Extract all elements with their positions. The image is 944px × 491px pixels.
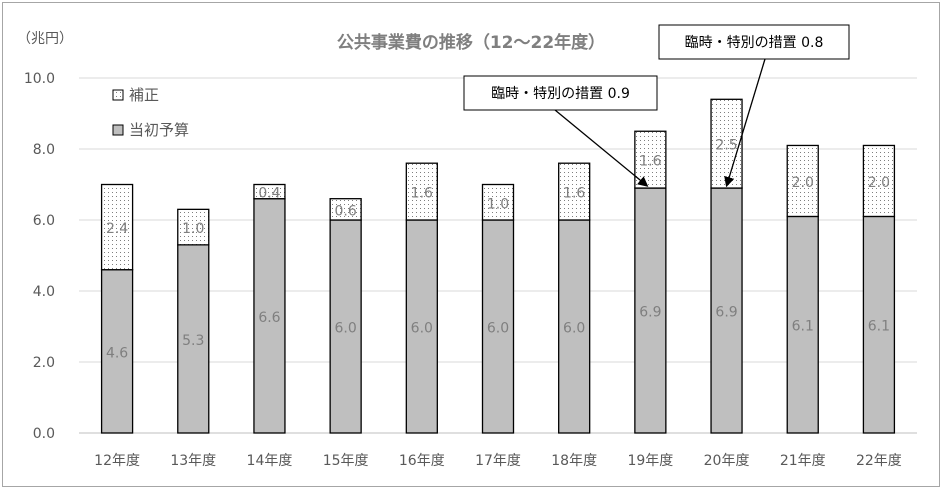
data-label-supplementary: 2.4 [106,221,128,237]
data-label-initial: 6.9 [639,305,661,321]
bar-initial-budget [253,198,286,434]
bar-supplementary [481,183,515,221]
data-label-supplementary: 1.6 [639,154,661,170]
annotation-box [463,75,658,111]
data-label-initial: 6.0 [411,321,433,337]
data-label-supplementary: 1.0 [487,196,509,212]
x-tick-label: 21年度 [780,453,826,469]
data-label-initial: 6.1 [792,319,814,335]
bar-supplementary [786,144,819,218]
chart-title: 公共事業費の推移（12～22年度） [337,32,605,53]
bar-initial-budget [329,219,362,434]
bar-initial-budget [558,219,591,434]
data-label-supplementary: 2.5 [715,138,737,154]
annotation-text: 臨時・特別の措置 0.8 [685,35,824,51]
legend-label-supplementary: 補正 [129,86,159,104]
y-tick-label: 2.0 [33,355,55,371]
data-label-initial: 6.0 [563,321,585,337]
y-unit-label: （兆円） [17,31,73,47]
bar-supplementary [405,162,438,221]
x-tick-label: 14年度 [247,453,293,469]
chart-svg: 公共事業費の推移（12～22年度） （兆円） 0.0 2.0 4.0 6.0 8.0 10… [17,24,917,469]
data-label-supplementary: 1.6 [563,186,585,202]
x-tick-label: 18年度 [551,453,597,469]
legend-swatch-initial [112,124,124,136]
data-label-supplementary: 1.6 [411,186,433,202]
bar-supplementary [862,144,896,218]
annotation-arrow [554,109,649,187]
data-label-initial: 6.6 [258,310,280,326]
x-tick-label: 16年度 [399,453,445,469]
x-tick-label: 15年度 [323,453,369,469]
x-tick-label: 22年度 [856,453,902,469]
data-label-supplementary: 0.4 [258,186,280,202]
data-label-supplementary: 0.6 [335,203,357,219]
bar-supplementary [329,198,362,221]
x-tick-label: 13年度 [170,453,216,469]
bar-initial-budget [634,187,667,434]
x-tick-label: 19年度 [627,453,673,469]
data-label-initial: 6.9 [715,305,737,321]
bar-initial-budget [786,215,819,434]
x-tick-label: 17年度 [475,453,521,469]
data-label-initial: 4.6 [106,345,128,361]
y-tick-label: 6.0 [33,213,55,229]
bar-initial-budget [177,244,210,434]
x-tick-label: 20年度 [704,453,750,469]
bar-supplementary [710,98,743,189]
annotation-box [658,24,850,60]
data-label-initial: 6.0 [335,321,357,337]
annotation-arrow [724,58,766,188]
data-label-initial: 6.1 [868,319,890,335]
legend-label-initial: 当初予算 [129,121,189,139]
y-tick-label: 4.0 [33,284,55,300]
data-label-initial: 5.3 [182,333,204,349]
bar-supplementary [558,162,591,221]
bar-initial-budget [710,187,743,434]
bar-initial-budget [100,269,134,434]
data-label-initial: 6.0 [487,321,509,337]
data-label-supplementary: 2.0 [792,175,814,191]
y-tick-label: 10.0 [24,71,55,87]
annotation-text: 臨時・特別の措置 0.9 [491,86,630,102]
y-tick-label: 8.0 [33,142,55,158]
bar-initial-budget [862,215,896,434]
y-tick-label: 0.0 [33,426,55,442]
bar-supplementary [100,183,134,271]
bar-supplementary [177,208,210,246]
bar-initial-budget [405,219,438,434]
legend-swatch-supplementary [112,89,124,101]
data-label-supplementary: 1.0 [182,221,204,237]
data-label-supplementary: 2.0 [868,175,890,191]
bar-supplementary [253,183,286,200]
x-tick-label: 12年度 [94,453,140,469]
